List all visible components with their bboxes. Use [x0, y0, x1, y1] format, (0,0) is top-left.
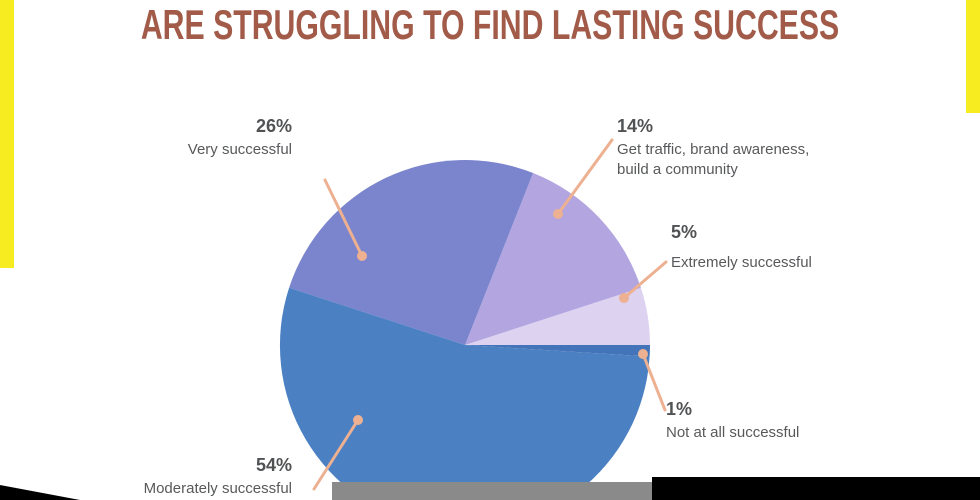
leader-line-extremely: [622, 260, 668, 300]
leader-line-moderately: [312, 418, 360, 491]
callout-get-traffic: 14% Get traffic, brand awareness, build …: [617, 116, 887, 180]
callout-not-at-all-successful: 1% Not at all successful: [666, 399, 886, 443]
pie-slice-moderately: [279, 287, 650, 500]
bottom-black-right: [652, 477, 980, 500]
pie-slice-very: [289, 160, 534, 345]
bottom-grey-bar: [332, 482, 652, 500]
leader-dot-traffic: [553, 209, 563, 219]
yellow-accent-bar-right: [966, 0, 980, 113]
callout-percent: 54%: [255, 455, 292, 475]
yellow-accent-bar-left: [0, 0, 14, 268]
callout-label: Moderately successful: [143, 480, 292, 497]
callout-label: Extremely successful: [671, 254, 812, 271]
pie-slice-notatall: [465, 345, 650, 357]
callout-percent: 5%: [671, 222, 698, 242]
callout-very-successful: 26% Very successful: [92, 116, 292, 160]
leader-line-notatall: [641, 352, 667, 412]
callout-extremely-successful: 5% Extremely successful: [671, 222, 891, 273]
leader-dot-notatall: [638, 349, 648, 359]
callout-label: Very successful: [187, 141, 292, 158]
callout-percent: 26%: [255, 116, 292, 136]
callout-percent: 1%: [666, 399, 693, 419]
pie-slice-extremely: [465, 287, 650, 345]
leader-dot-moderately: [353, 415, 363, 425]
leader-line-traffic: [556, 138, 614, 216]
callout-label: Get traffic, brand awareness, build a co…: [617, 141, 810, 178]
leader-line-very: [323, 178, 364, 258]
callout-percent: 14%: [617, 116, 654, 136]
pie-slice-traffic: [465, 173, 641, 345]
page-title: ARE STRUGGLING TO FIND LASTING SUCCESS: [140, 1, 840, 48]
callout-moderately-successful: 54% Moderately successful: [80, 455, 292, 499]
leader-dot-extremely: [619, 293, 629, 303]
callout-label: Not at all successful: [666, 424, 800, 441]
leader-dot-very: [357, 251, 367, 261]
